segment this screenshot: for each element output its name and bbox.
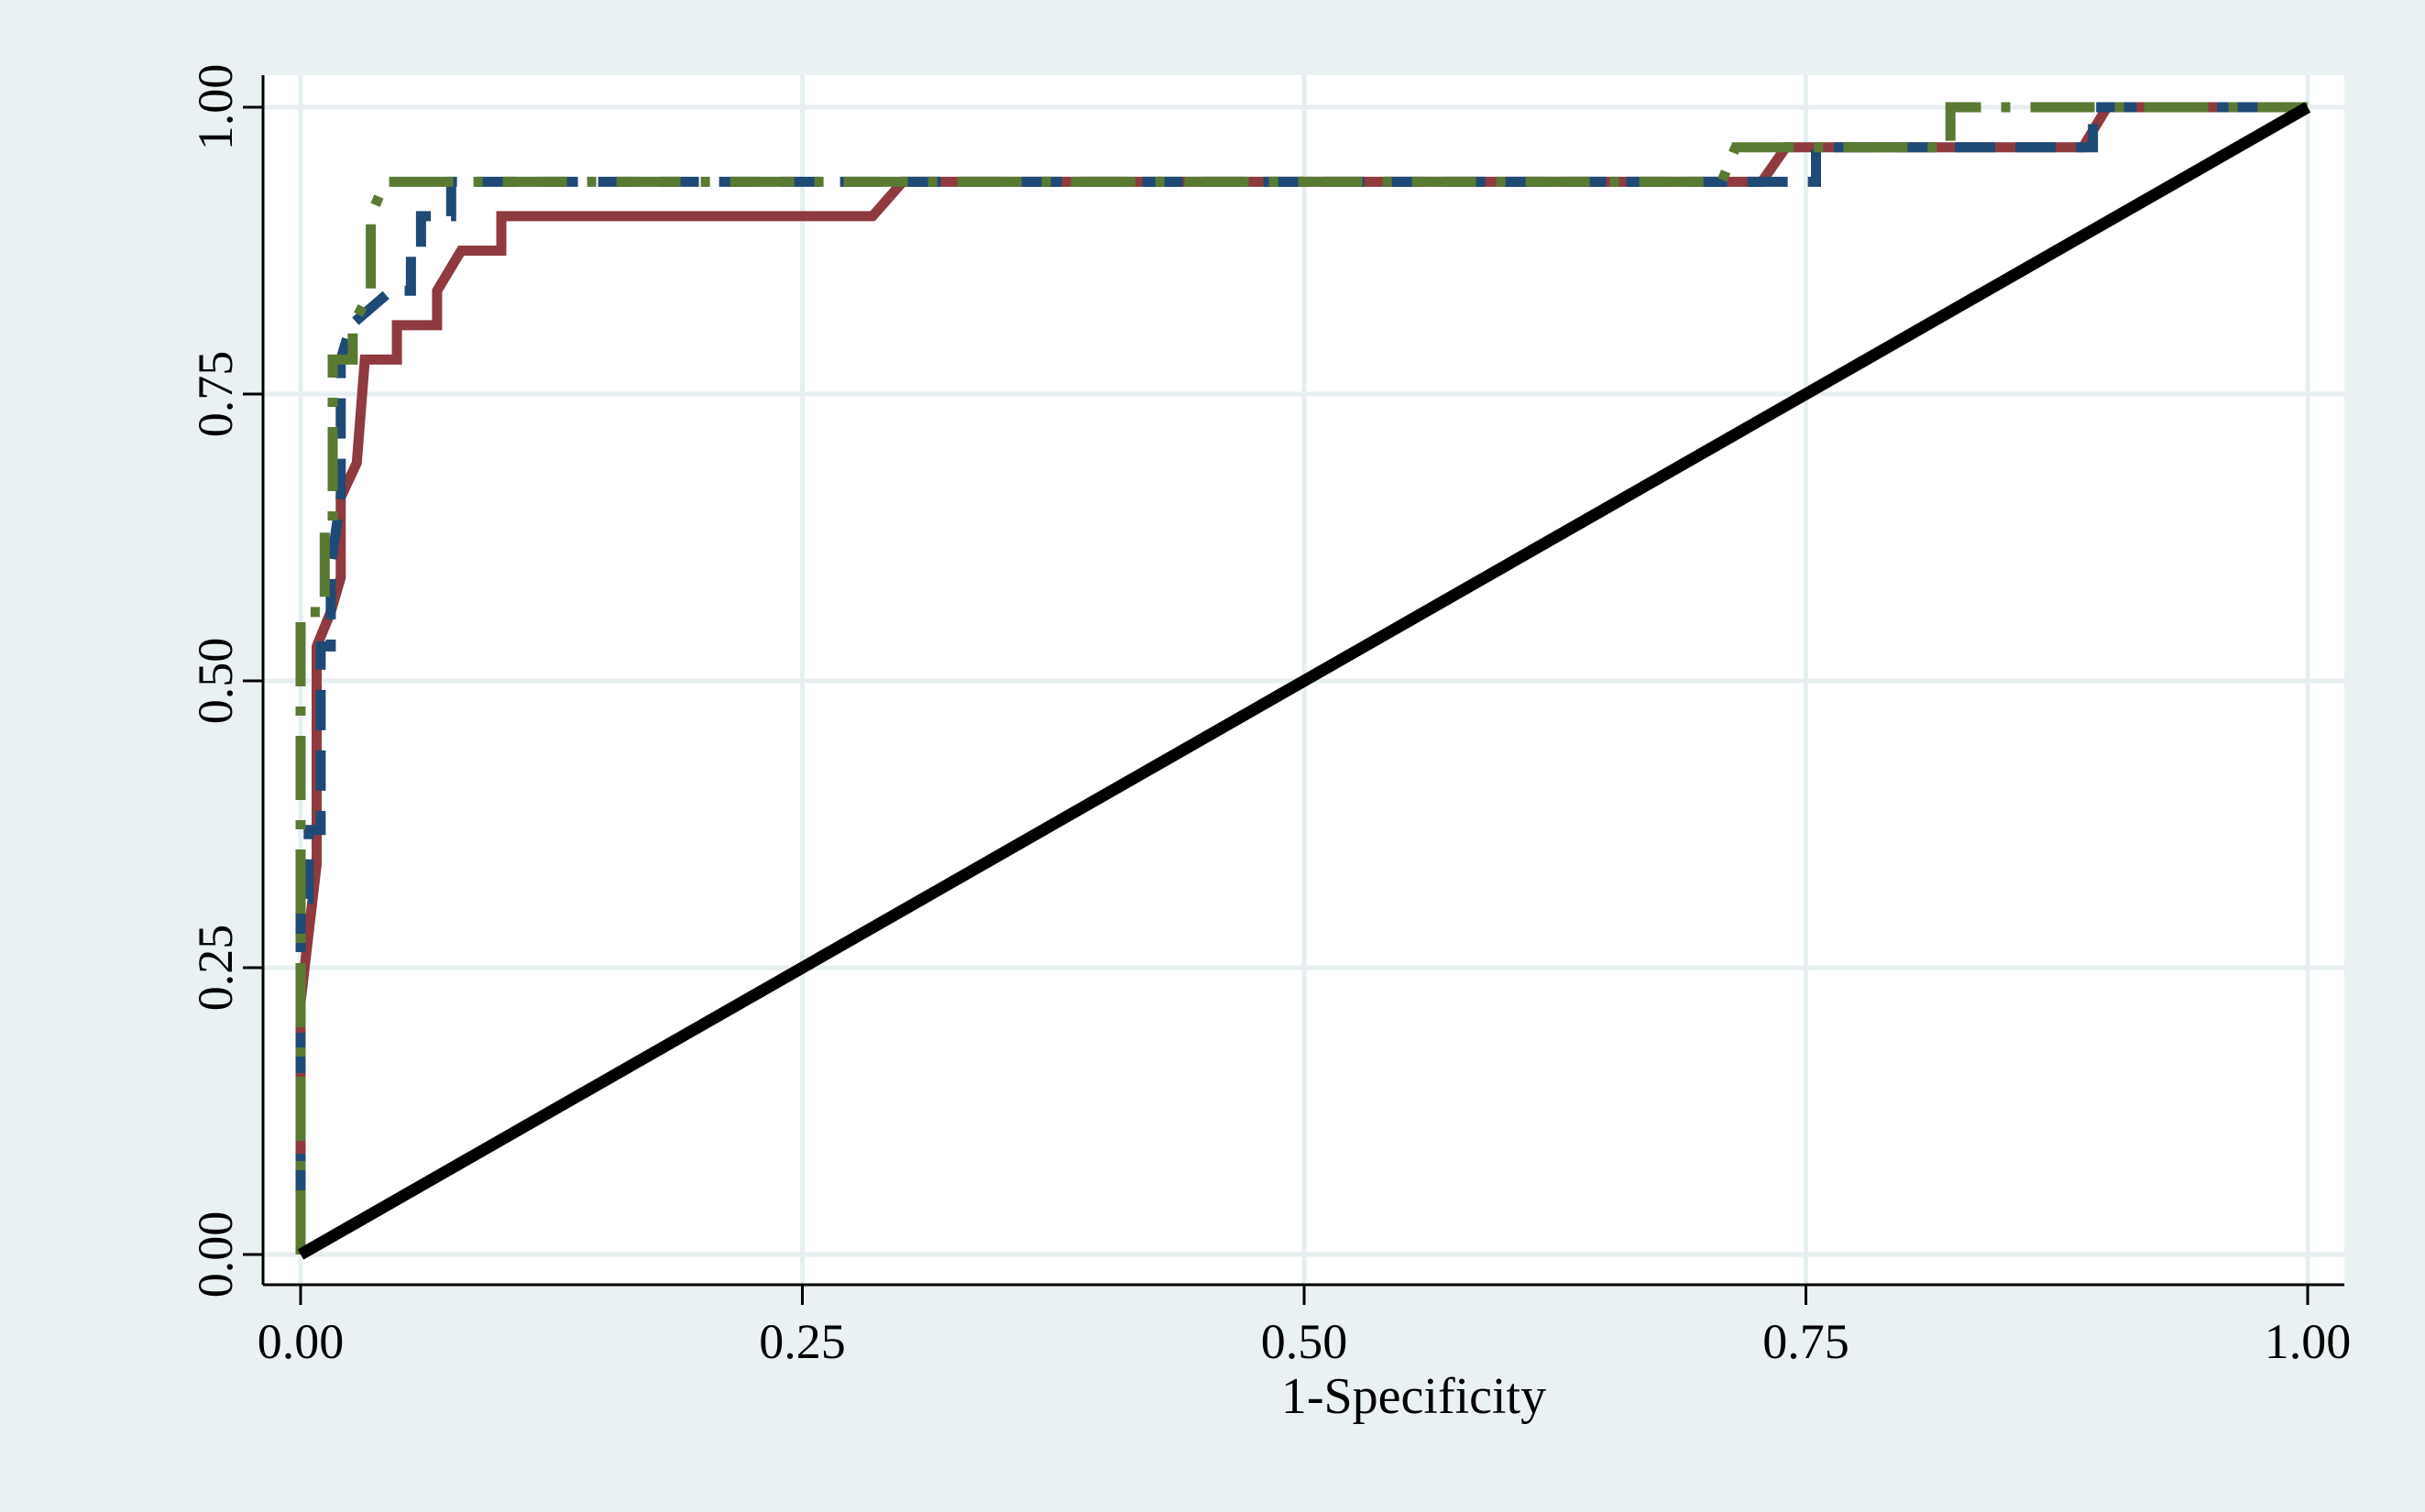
x-tick-label: 1.00 — [2265, 1314, 2352, 1369]
series-line-3 — [295, 102, 2308, 1255]
axes — [243, 75, 2344, 1305]
series-group — [295, 102, 2311, 1260]
y-tick-label: 0.75 — [188, 351, 243, 438]
y-tick-label: 0.25 — [188, 925, 243, 1012]
x-tick-label: 0.75 — [1762, 1314, 1849, 1369]
series-line-1 — [295, 102, 2308, 1255]
series-line-4 — [297, 102, 2311, 1260]
x-tick-label: 0.00 — [258, 1314, 345, 1369]
x-axis-title: 1-Specificity — [1281, 1368, 1546, 1425]
x-tick-label: 0.25 — [759, 1314, 846, 1369]
y-tick-label: 0.50 — [188, 638, 243, 725]
y-tick-label: 1.00 — [188, 64, 243, 151]
series-line-2 — [295, 102, 2308, 1255]
x-tick-label: 0.50 — [1261, 1314, 1348, 1369]
y-tick-label: 0.00 — [188, 1211, 243, 1298]
tick-labels: 0.00 0.25 0.50 0.75 1.00 0.00 0.25 0.50 0.75 1.00 — [188, 64, 2351, 1369]
